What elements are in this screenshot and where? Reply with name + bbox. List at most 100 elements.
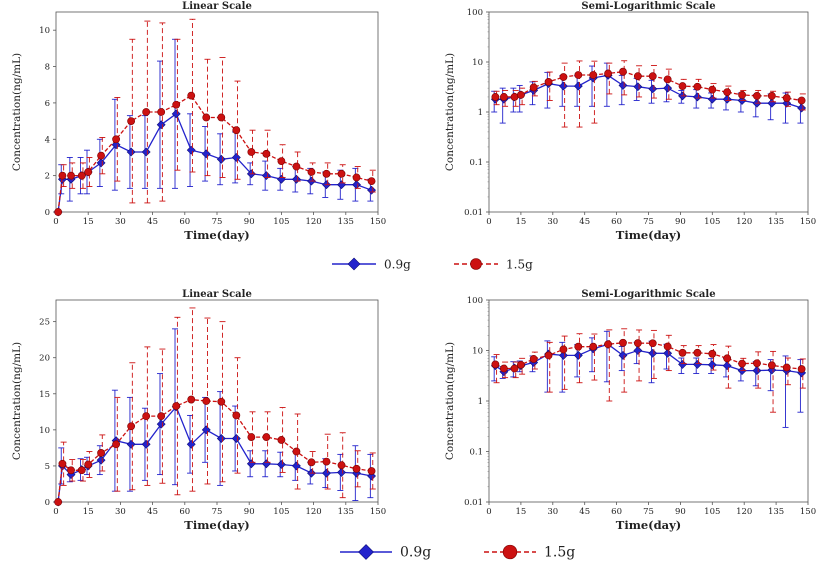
data-point (231, 153, 241, 162)
data-point (499, 364, 508, 373)
legend-bottom: 0.9g 1.5g (340, 544, 575, 561)
y-tick-label: 0 (45, 498, 50, 508)
data-point (707, 94, 717, 104)
data-point (217, 113, 226, 122)
data-point (217, 397, 226, 406)
data-point (276, 460, 286, 469)
x-axis-label: Time(day) (616, 518, 681, 532)
chart-top-log: Semi-Logarithmic Scale 0 15 30 45 60 75 90 105 12… (444, 1, 816, 242)
data-point (58, 459, 67, 468)
legend-diamond-icon (358, 544, 374, 560)
y-tick-label: 100 (467, 296, 483, 306)
data-point (619, 338, 627, 347)
data-point (337, 169, 346, 178)
chart-title: Semi-Logarithmic Scale (581, 289, 715, 300)
x-tick-label: 0 (486, 507, 491, 517)
data-point (232, 411, 241, 420)
data-point (246, 459, 256, 469)
data-point (141, 147, 151, 157)
x-tick-label: 120 (736, 507, 752, 517)
data-point (127, 422, 136, 431)
data-point (663, 75, 672, 84)
plot-frame (488, 299, 809, 503)
data-point (112, 440, 121, 449)
data-point (96, 158, 106, 168)
data-point (127, 117, 136, 125)
y-axis-label: Concentration(ng/mL) (444, 342, 456, 460)
x-tick-label: 75 (643, 507, 654, 517)
data-point (589, 71, 598, 79)
x-tick-label: 105 (704, 217, 720, 227)
data-point (247, 433, 256, 441)
data-point (604, 340, 612, 349)
data-point (187, 395, 196, 404)
data-point (723, 354, 732, 363)
y-axis-label: Concentration(ng/mL) (444, 53, 456, 171)
data-point (692, 359, 702, 369)
x-tick-label: 15 (83, 507, 94, 517)
data-point (262, 433, 271, 441)
data-point (142, 108, 151, 116)
data-point (633, 346, 643, 355)
data-point (352, 173, 361, 182)
x-tick-label: 45 (579, 507, 590, 517)
data-point (292, 162, 301, 171)
x-axis-label: Time(day) (184, 228, 249, 242)
x-tick-label: 60 (611, 217, 622, 227)
x-tick-label: 135 (338, 507, 354, 517)
data-point (491, 360, 500, 369)
data-point (202, 113, 211, 122)
data-point (574, 342, 583, 351)
x-tick-label: 120 (305, 217, 321, 227)
data-point (262, 149, 271, 158)
x-tick-label: 45 (147, 217, 158, 227)
data-point (97, 449, 105, 457)
y-tick-label: 0 (45, 208, 50, 218)
x-tick-label: 75 (212, 217, 223, 227)
y-tick-label: 100 (467, 8, 483, 18)
data-point (693, 82, 702, 91)
y-axis-label: Concentration(ng/mL) (11, 53, 23, 171)
data-point (797, 365, 806, 373)
data-point (202, 397, 211, 405)
y-tick-label: 4 (45, 135, 50, 145)
data-point (201, 425, 211, 435)
chart-top-linear: Linear Scale 0 15 30 45 60 75 90 105 120 135 150 0 2 4… (11, 1, 386, 242)
data-point (352, 464, 361, 473)
data-point (559, 81, 568, 91)
data-point (499, 93, 508, 101)
data-point (156, 419, 166, 429)
data-point (619, 67, 627, 76)
data-point (201, 149, 211, 159)
data-point (54, 498, 63, 506)
data-point (232, 126, 241, 135)
y-tick-label: 6 (45, 99, 50, 109)
x-tick-label: 15 (515, 507, 526, 517)
data-point (141, 439, 151, 449)
data-point (648, 348, 658, 358)
data-point (618, 81, 628, 90)
data-point (648, 84, 658, 94)
x-tick-label: 90 (244, 507, 255, 517)
y-tick-label: 5 (45, 462, 50, 472)
data-point (574, 71, 583, 79)
data-point (752, 366, 762, 376)
x-tick-label: 0 (486, 217, 491, 227)
data-point (559, 73, 568, 81)
data-point (573, 350, 583, 360)
y-tick-label: 20 (39, 354, 50, 364)
data-point (126, 439, 136, 449)
x-tick-label: 45 (579, 217, 590, 227)
data-point (782, 94, 791, 102)
data-point (322, 468, 331, 478)
chart-bottom-linear: Linear Scale 0 15 30 45 60 75 90 105 120 135 150 0 5 1… (11, 289, 386, 532)
data-point (67, 466, 75, 475)
data-point (767, 361, 776, 370)
data-point (707, 360, 717, 370)
data-point (767, 98, 777, 108)
data-point (678, 348, 687, 357)
x-tick-label: 135 (338, 217, 354, 227)
data-point (126, 147, 136, 157)
data-point (517, 90, 525, 99)
